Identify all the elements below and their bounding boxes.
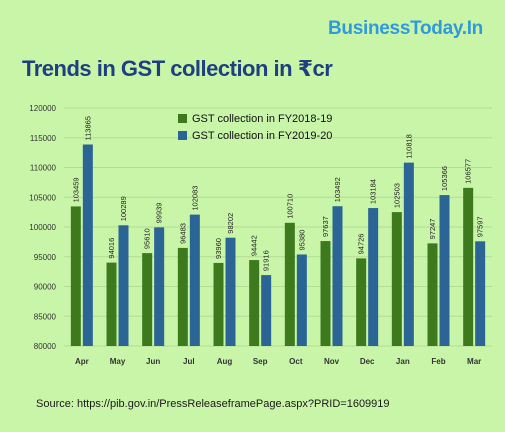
data-label: 96483	[178, 223, 187, 244]
x-tick-label: Nov	[324, 357, 340, 366]
data-label: 91916	[262, 250, 271, 271]
bar	[284, 222, 295, 346]
grid-lines	[64, 107, 492, 347]
data-label: 102083	[190, 186, 199, 211]
data-label: 98202	[226, 213, 235, 234]
bar	[249, 260, 260, 346]
bar	[391, 212, 402, 346]
data-label: 100289	[119, 196, 128, 221]
data-label: 99939	[155, 203, 164, 224]
data-label: 94726	[357, 234, 366, 255]
data-label: 94016	[107, 238, 116, 259]
x-tick-label: Mar	[467, 357, 481, 366]
bar	[154, 227, 165, 346]
data-label: 97637	[321, 216, 330, 237]
bar	[439, 195, 450, 346]
x-tick-label: Oct	[289, 357, 303, 366]
y-tick-label: 105000	[29, 193, 56, 202]
x-tick-label: May	[110, 357, 126, 366]
y-tick-label: 95000	[34, 253, 57, 262]
data-label: 97597	[476, 216, 485, 237]
brand-logo: BusinessToday.In	[328, 18, 483, 39]
bar	[463, 187, 474, 346]
bar	[296, 254, 307, 346]
source-note: Source: https://pib.gov.in/PressReleasef…	[36, 398, 390, 410]
legend-label: GST collection in FY2018-19	[192, 113, 332, 125]
data-label: 106577	[464, 159, 473, 184]
x-tick-label: Sep	[253, 357, 268, 366]
y-tick-label: 100000	[29, 223, 56, 232]
data-label: 93960	[214, 238, 223, 259]
data-label: 110818	[404, 134, 413, 158]
bar	[332, 206, 343, 346]
bar	[320, 241, 331, 346]
x-tick-label: Feb	[431, 357, 445, 366]
data-label: 102503	[392, 183, 401, 208]
x-tick-label: Jan	[396, 357, 410, 366]
legend: GST collection in FY2018-19 GST collectio…	[178, 113, 332, 142]
x-axis-ticks: Apr May Jun Jul Aug Sep Oct Nov Dec Jan Feb Mar	[75, 357, 481, 366]
legend-label: GST collection in FY2019-20	[192, 130, 332, 142]
bar-chart: 80000 85000 90000 95000 100000 105000 110000 11…	[29, 104, 492, 366]
bar	[356, 258, 367, 346]
y-axis-ticks: 80000 85000 90000 95000 100000 105000 110000 11…	[29, 104, 56, 351]
bar	[475, 241, 486, 346]
bar	[225, 237, 236, 346]
bar	[403, 162, 414, 346]
bar	[142, 253, 153, 346]
bar	[427, 243, 438, 346]
bars	[70, 144, 486, 346]
data-label: 113865	[83, 116, 92, 140]
data-label: 103184	[369, 179, 378, 204]
legend-swatch	[178, 131, 187, 140]
chart-title: Trends in GST collection in ₹cr	[22, 56, 333, 81]
legend-swatch	[178, 114, 187, 123]
bar	[118, 225, 129, 346]
bar	[368, 208, 379, 346]
y-tick-label: 115000	[30, 134, 57, 143]
data-label: 95610	[143, 228, 152, 249]
y-tick-label: 80000	[34, 342, 57, 351]
data-label: 100710	[285, 194, 294, 219]
y-tick-label: 90000	[34, 283, 57, 292]
x-tick-label: Dec	[360, 357, 375, 366]
x-tick-label: Jul	[183, 357, 195, 366]
chart-area: 80000 85000 90000 95000 100000 105000 110000 11…	[8, 96, 498, 381]
bar	[261, 275, 272, 346]
bar	[106, 262, 117, 346]
x-tick-label: Apr	[75, 357, 89, 366]
data-label: 97247	[428, 219, 437, 240]
y-tick-label: 110000	[30, 164, 57, 173]
data-label: 94442	[250, 235, 259, 256]
data-label: 103492	[333, 177, 342, 202]
bar	[213, 262, 224, 346]
data-label: 103459	[71, 177, 80, 202]
bar	[82, 144, 93, 346]
bar	[189, 214, 200, 346]
bar	[70, 206, 81, 346]
data-label: 95380	[297, 230, 306, 251]
x-tick-label: Aug	[217, 357, 233, 366]
y-tick-label: 120000	[29, 104, 56, 113]
data-label: 105366	[440, 166, 449, 191]
x-tick-label: Jun	[146, 357, 160, 366]
y-tick-label: 85000	[34, 312, 57, 321]
bar	[177, 247, 188, 346]
